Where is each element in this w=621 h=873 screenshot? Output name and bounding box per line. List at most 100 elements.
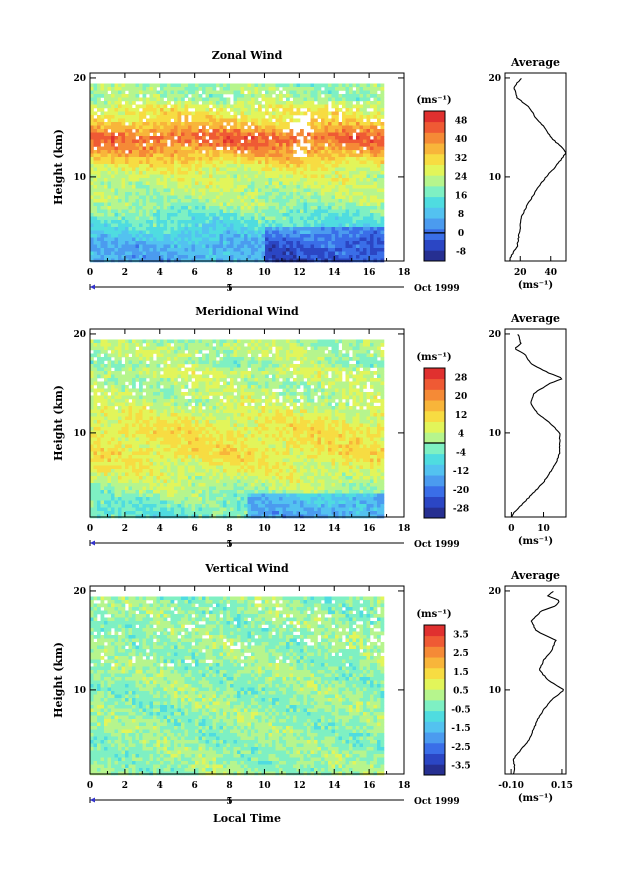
x-tick-label: 4 <box>157 781 163 791</box>
x-tick-label: 14 <box>328 781 341 791</box>
profile-y-tick-label: 10 <box>488 686 501 696</box>
colorbar-tick-label: -2.5 <box>451 743 470 753</box>
profile-line <box>512 590 564 775</box>
x-tick-label: 8 <box>226 268 232 278</box>
profile-x-tick-label: 40 <box>544 268 557 278</box>
y-axis-label: Height (km) <box>52 129 65 205</box>
profile-x-tick-label: 10 <box>537 524 550 534</box>
x-tick-label: 18 <box>398 781 411 791</box>
colorbar-frame <box>423 624 446 776</box>
colorbar-tick-label: 20 <box>455 392 468 402</box>
colorbar-segment <box>424 250 445 262</box>
x-tick-label: 18 <box>398 524 411 534</box>
colorbar-segment <box>424 507 445 519</box>
colorbar-segment <box>424 732 445 744</box>
date-bar-arrow <box>90 540 95 546</box>
colorbar-segment <box>424 485 445 497</box>
x-tick-label: 2 <box>122 781 128 791</box>
colorbar-segment <box>424 700 445 712</box>
colorbar-unit: (ms⁻¹) <box>416 352 451 363</box>
x-tick-label: 2 <box>122 268 128 278</box>
colorbar-segment <box>424 389 445 401</box>
colorbar-tick-label: 1.5 <box>453 668 469 678</box>
colorbar: 48 40 32 24 16 8 0 -8 (ms⁻¹) <box>416 95 468 262</box>
colorbar-segment <box>424 153 445 165</box>
profile-y-tick-label: 20 <box>488 330 501 340</box>
profile-panel: -0.10 0.15 20 10 Average (ms⁻¹) <box>488 569 572 804</box>
x-tick-label: 8 <box>226 781 232 791</box>
profile-x-tick-label: 20 <box>514 268 527 278</box>
x-tick-label: 10 <box>258 268 271 278</box>
colorbar-segment <box>424 175 445 187</box>
colorbar-segment <box>424 132 445 144</box>
colorbar-segment <box>424 228 445 240</box>
x-tick-label: 6 <box>192 268 198 278</box>
x-tick-label: 10 <box>258 524 271 534</box>
heatmap-field <box>90 339 385 519</box>
colorbar-segment <box>424 443 445 455</box>
x-tick-label: 2 <box>122 524 128 534</box>
profile-unit: (ms⁻¹) <box>518 280 553 291</box>
heatmap-field <box>90 596 385 776</box>
colorbar-segment <box>424 143 445 155</box>
profile-unit: (ms⁻¹) <box>518 536 553 547</box>
colorbar-tick-label: 3.5 <box>453 630 469 640</box>
colorbar-segment <box>424 496 445 508</box>
colorbar-segment <box>424 646 445 658</box>
colorbar-tick-label: 16 <box>455 191 468 201</box>
x-axis-label: Local Time <box>213 812 281 825</box>
x-tick-label: 12 <box>293 268 306 278</box>
colorbar-segment <box>424 218 445 230</box>
panel-2: 0 2 4 6 8 10 12 14 16 18 20 10 Meridional Wind Height… <box>52 305 567 550</box>
y-tick-label: 10 <box>73 429 86 439</box>
colorbar-segment <box>424 764 445 776</box>
date-label: Oct 1999 <box>414 540 460 550</box>
x-tick-label: 12 <box>293 781 306 791</box>
profile-x-tick-label: 0.15 <box>551 781 573 791</box>
heatmap-field <box>90 83 385 263</box>
x-tick-label: 0 <box>87 781 93 791</box>
colorbar-tick-label: -0.5 <box>451 705 470 715</box>
colorbar-tick-label: 8 <box>458 210 464 220</box>
colorbar-tick-label: 40 <box>455 135 468 145</box>
colorbar-tick-label: -8 <box>456 248 466 258</box>
profile-frame <box>504 72 567 262</box>
x-tick-label: 14 <box>328 524 341 534</box>
colorbar-segment <box>424 710 445 722</box>
colorbar-segment <box>424 432 445 444</box>
colorbar-tick-label: -4 <box>456 448 466 458</box>
colorbar-segment <box>424 475 445 487</box>
x-tick-label: 16 <box>363 268 376 278</box>
colorbar-segment <box>424 186 445 198</box>
profile-unit: (ms⁻¹) <box>518 793 553 804</box>
profile-y-tick-label: 10 <box>488 173 501 183</box>
date-bar-label: 5 <box>226 540 232 550</box>
colorbar-unit: (ms⁻¹) <box>416 95 451 106</box>
x-tick-label: 4 <box>157 268 163 278</box>
x-tick-label: 10 <box>258 781 271 791</box>
colorbar-segment <box>424 239 445 251</box>
x-tick-label: 14 <box>328 268 341 278</box>
panel-title: Vertical Wind <box>204 562 289 575</box>
profile-y-tick-label: 10 <box>488 429 501 439</box>
colorbar-unit: (ms⁻¹) <box>416 609 451 620</box>
colorbar-tick-label: 12 <box>455 411 468 421</box>
profile-panel: 20 40 20 10 Average (ms⁻¹) <box>488 56 567 291</box>
colorbar-tick-label: 4 <box>458 430 464 440</box>
date-bar-label: 5 <box>226 284 232 294</box>
profile-title: Average <box>510 56 560 69</box>
colorbar-tick-label: 0.5 <box>453 687 469 697</box>
colorbar-tick-label: 2.5 <box>453 649 469 659</box>
date-bar-arrow <box>90 284 95 290</box>
profile-line <box>509 78 567 262</box>
colorbar-segment <box>424 742 445 754</box>
x-tick-label: 16 <box>363 781 376 791</box>
y-tick-label: 10 <box>73 173 86 183</box>
profile-x-tick-label: -0.10 <box>498 781 524 791</box>
colorbar-segment <box>424 625 445 637</box>
colorbar-segment <box>424 678 445 690</box>
date-label: Oct 1999 <box>414 284 460 294</box>
x-tick-label: 0 <box>87 268 93 278</box>
panel-title: Meridional Wind <box>195 305 299 318</box>
